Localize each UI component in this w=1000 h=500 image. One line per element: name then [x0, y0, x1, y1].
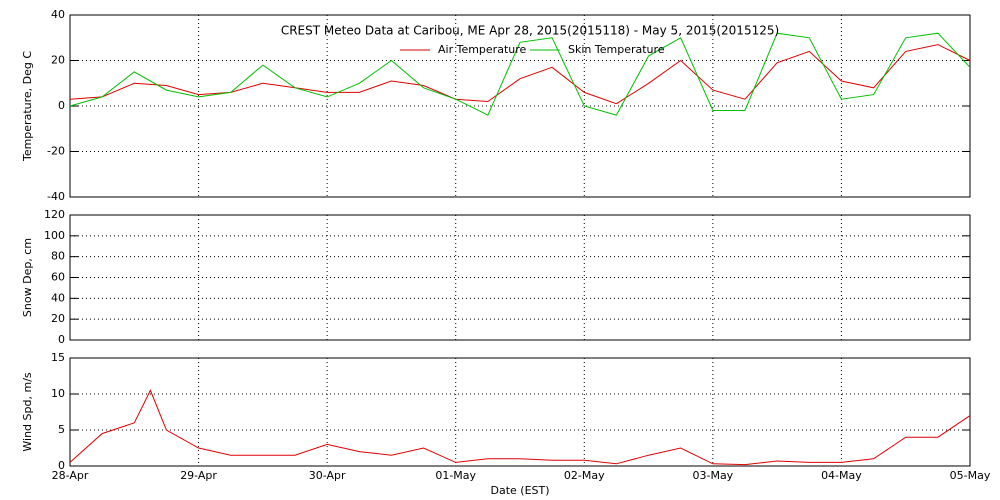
x-tick-label: 04-May [821, 469, 862, 482]
y-tick-label: 100 [44, 229, 65, 242]
y-tick-label: 60 [51, 271, 65, 284]
plot-frame [69, 214, 971, 341]
y-tick-label: 0 [58, 99, 65, 112]
y-tick-label: 40 [51, 8, 65, 21]
x-tick-label: 01-May [435, 469, 476, 482]
y-tick-label: 10 [51, 387, 65, 400]
x-tick-label: 05-May [950, 469, 991, 482]
y-tick-label: 0 [58, 459, 65, 472]
x-tick-label: 02-May [564, 469, 605, 482]
data-line [69, 32, 971, 116]
y-axis-label: Temperature, Deg C [21, 51, 34, 162]
x-tick-label: 03-May [692, 469, 733, 482]
y-tick-label: 120 [44, 208, 65, 221]
y-tick-label: 20 [51, 312, 65, 325]
x-tick-label: 28-Apr [52, 469, 89, 482]
legend-label: Air Temperature [438, 43, 527, 56]
y-axis-label: Wind Spd, m/s [21, 372, 34, 452]
x-axis-label: Date (EST) [490, 484, 549, 497]
chart-title: CREST Meteo Data at Caribou, ME Apr 28, … [281, 24, 779, 38]
y-tick-label: 0 [58, 333, 65, 346]
y-tick-label: -20 [47, 145, 65, 158]
y-tick-label: 15 [51, 351, 65, 364]
y-tick-label: 5 [58, 423, 65, 436]
y-tick-label: -40 [47, 190, 65, 203]
y-tick-label: 80 [51, 250, 65, 263]
y-tick-label: 20 [51, 54, 65, 67]
x-tick-label: 30-Apr [309, 469, 346, 482]
plot-frame [69, 357, 971, 467]
y-tick-label: 40 [51, 291, 65, 304]
x-tick-label: 29-Apr [180, 469, 217, 482]
data-line [69, 44, 971, 105]
y-axis-label: Snow Dep, cm [21, 238, 34, 317]
legend-label: Skin Temperature [568, 43, 665, 56]
data-line [69, 389, 971, 466]
